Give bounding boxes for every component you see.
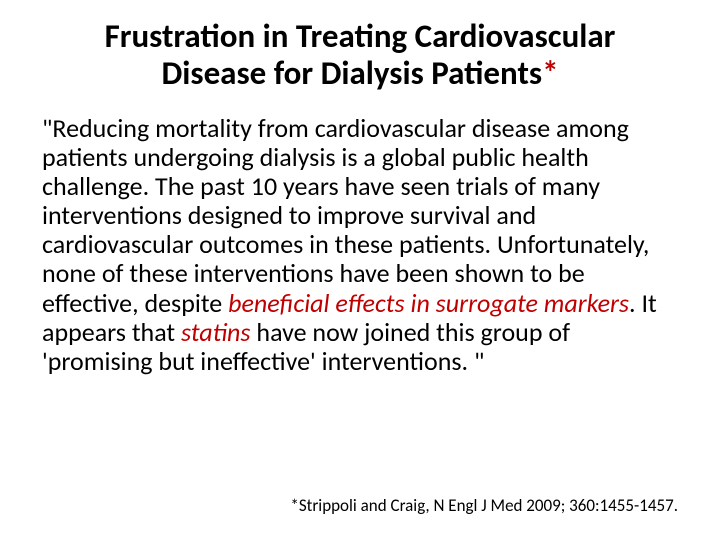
slide-title: Frustration in Treating Cardiovascular D… [42,18,678,92]
body-emphasis-statins: statins [181,316,251,348]
body-paragraph: "Reducing mortality from cardiovascular … [42,114,678,376]
citation: *Strippoli and Craig, N Engl J Med 2009;… [290,495,678,516]
body-emphasis-surrogate-markers: beneficial effects in surrogate markers [228,287,629,319]
title-asterisk: * [542,53,558,93]
title-line1: Frustration in Treating Cardiovascular [105,16,616,56]
slide: Frustration in Treating Cardiovascular D… [0,0,720,540]
title-line2: Disease for Dialysis Patients [162,53,543,93]
